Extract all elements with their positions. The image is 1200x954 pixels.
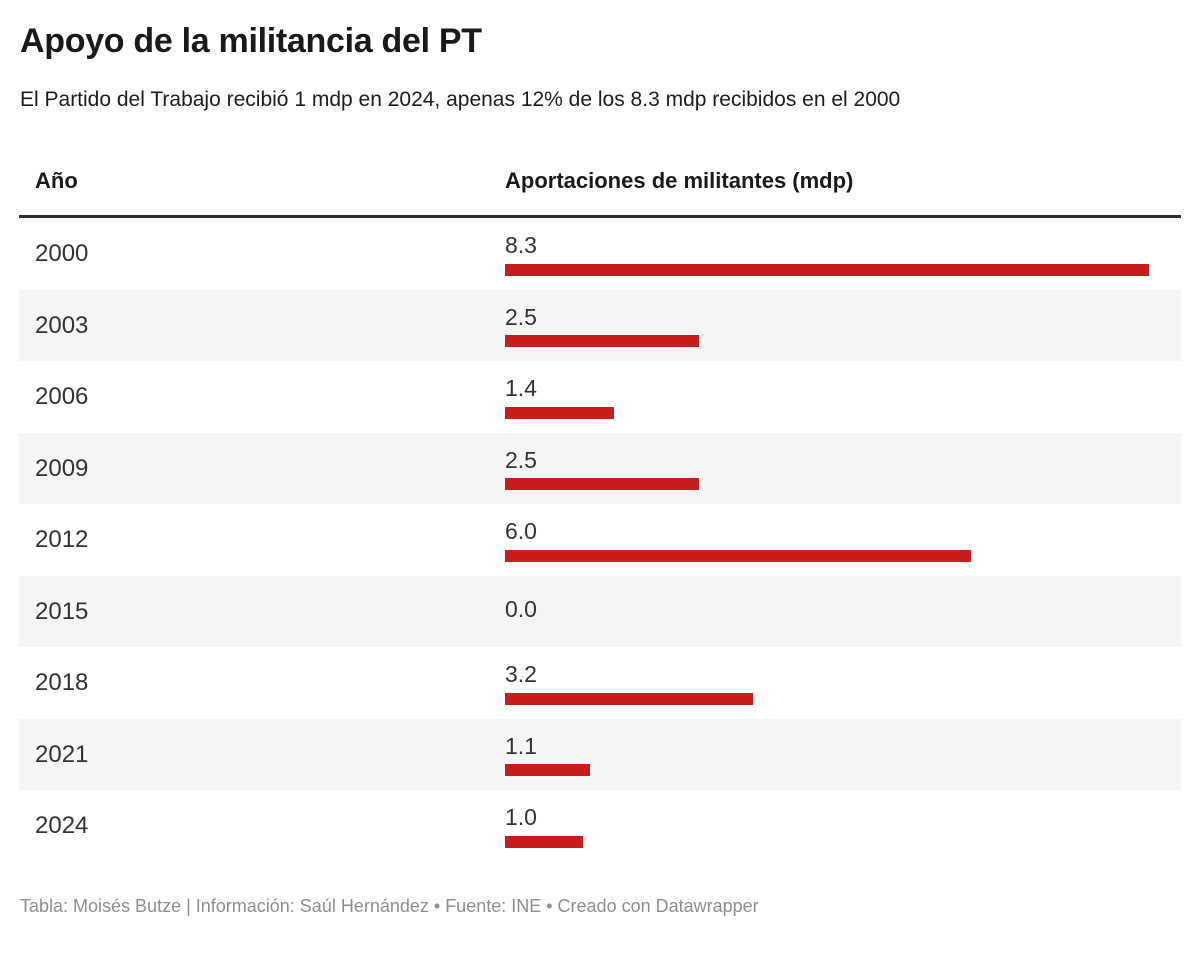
value-cell: 6.0 [505, 518, 1181, 562]
data-table: Año Aportaciones de militantes (mdp) 200… [19, 168, 1181, 862]
column-header-year: Año [35, 168, 78, 194]
table-row: 2000 8.3 [19, 218, 1181, 290]
table-header-row: Año Aportaciones de militantes (mdp) [19, 168, 1181, 219]
value-bar [505, 692, 753, 705]
value-cell: 2.5 [505, 446, 1181, 491]
table-row: 2015 0.0 [19, 575, 1181, 648]
value-label: 1.1 [505, 732, 537, 759]
value-label: 6.0 [505, 518, 537, 545]
value-label: 1.0 [505, 804, 537, 831]
footer-attribution: Tabla: Moisés Butze | Información: Saúl … [20, 895, 759, 916]
value-label: 2.5 [505, 303, 537, 330]
value-cell: 3.2 [505, 661, 1181, 705]
year-cell: 2021 [35, 740, 89, 768]
chart-title: Apoyo de la militancia del PT [20, 22, 482, 60]
value-cell: 2.5 [505, 303, 1181, 348]
value-label: 8.3 [505, 232, 537, 259]
chart-subtitle: El Partido del Trabajo recibió 1 mdp en … [20, 88, 901, 112]
year-cell: 2024 [35, 812, 89, 840]
value-label: 2.5 [505, 446, 537, 473]
year-cell: 2000 [35, 240, 89, 268]
value-cell: 1.1 [505, 732, 1181, 777]
table-row: 2021 1.1 [19, 718, 1181, 791]
value-bar [505, 406, 614, 419]
table-row: 2024 1.0 [19, 790, 1181, 862]
year-cell: 2018 [35, 669, 89, 697]
value-bar [505, 764, 590, 777]
value-label: 0.0 [505, 595, 537, 622]
year-cell: 2006 [35, 383, 89, 411]
table-row: 2009 2.5 [19, 432, 1181, 505]
value-label: 3.2 [505, 661, 537, 688]
value-bar [505, 478, 699, 491]
table-row: 2006 1.4 [19, 361, 1181, 433]
year-cell: 2015 [35, 597, 89, 625]
value-cell: 1.4 [505, 375, 1181, 419]
value-bar [505, 835, 583, 848]
table-row: 2018 3.2 [19, 647, 1181, 719]
value-cell: 1.0 [505, 804, 1181, 848]
value-bar [505, 335, 699, 348]
table-row: 2003 2.5 [19, 289, 1181, 362]
table-body: 2000 8.3 2003 2.5 2006 1.4 2009 2.5 2012 6.0 2015 0… [19, 218, 1181, 862]
value-label: 1.4 [505, 375, 537, 402]
value-bar [505, 263, 1149, 276]
value-cell: 0.0 [505, 596, 1181, 627]
table-row: 2012 6.0 [19, 504, 1181, 576]
year-cell: 2003 [35, 311, 89, 339]
column-header-aportaciones: Aportaciones de militantes (mdp) [505, 168, 854, 194]
year-cell: 2012 [35, 526, 89, 554]
value-cell: 8.3 [505, 232, 1181, 276]
value-bar [505, 549, 971, 562]
year-cell: 2009 [35, 454, 89, 482]
